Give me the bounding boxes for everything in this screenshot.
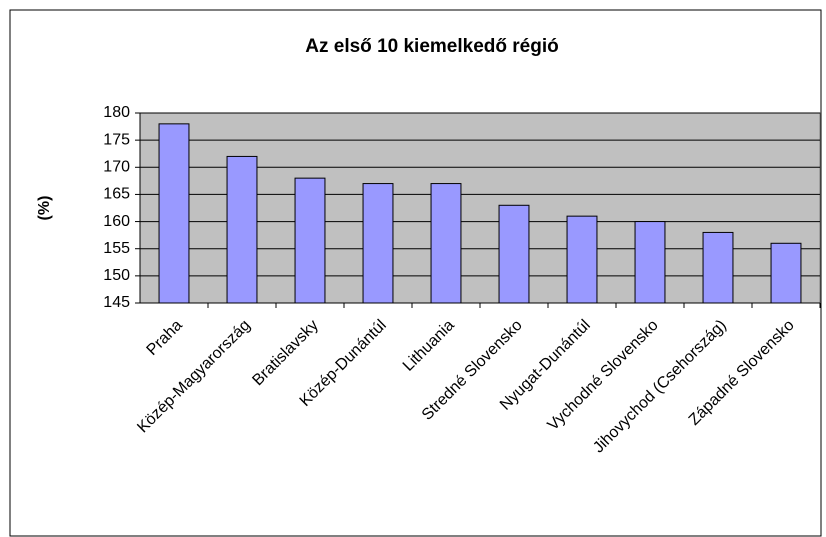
bar — [566, 215, 598, 304]
bar — [770, 242, 802, 304]
y-axis-label: (%) — [36, 196, 53, 221]
y-tick-label: 180 — [103, 104, 130, 121]
y-tick-label: 150 — [103, 267, 130, 284]
y-tick-label: 175 — [103, 131, 130, 148]
bar — [430, 183, 462, 304]
bar — [702, 231, 734, 304]
bar — [498, 204, 530, 304]
y-tick-label: 165 — [103, 186, 130, 203]
bar — [158, 123, 190, 304]
bar — [362, 183, 394, 304]
y-tick-label: 170 — [103, 159, 130, 176]
y-tick-label: 160 — [103, 213, 130, 230]
y-tick-label: 155 — [103, 240, 130, 257]
chart-title: Az első 10 kiemelkedő régió — [305, 36, 558, 57]
bar — [294, 177, 326, 304]
y-tick-label: 145 — [103, 294, 130, 311]
bar — [226, 155, 258, 304]
bar — [634, 221, 666, 304]
